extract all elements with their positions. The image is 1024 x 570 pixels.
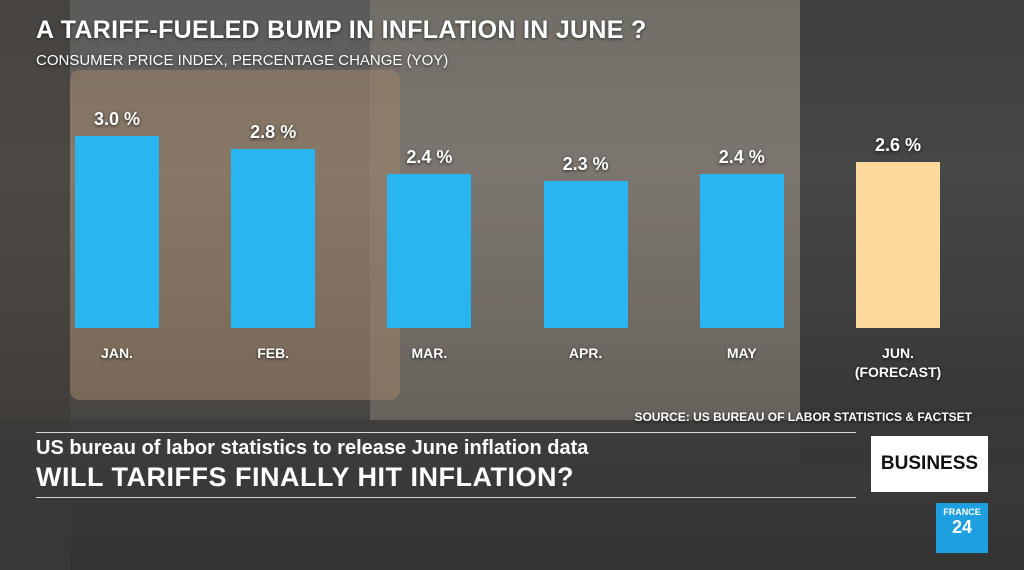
banner-rule	[36, 497, 856, 498]
category-label: APR.	[568, 345, 603, 361]
channel-logo: FRANCE 24	[936, 503, 988, 553]
headline: WILL TARIFFS FINALLY HIT INFLATION?	[36, 462, 574, 492]
bar	[231, 148, 316, 328]
logo-text: FRANCE	[943, 507, 981, 517]
value-label: 3.0 %	[93, 109, 141, 129]
bar	[75, 136, 159, 328]
bar	[856, 161, 940, 328]
logo-number: 24	[951, 517, 973, 537]
value-label: 2.6 %	[874, 134, 922, 155]
street	[0, 420, 1024, 570]
source: SOURCE: US BUREAU OF LABOR STATISTICS & …	[634, 410, 972, 424]
category-label: JUN. (FORECAST)	[854, 345, 942, 380]
value-label: 2.8 %	[250, 121, 297, 142]
category-label: MAY	[726, 345, 757, 361]
bar	[699, 174, 784, 328]
value-label: 2.4 %	[406, 147, 453, 168]
chart-subtitle: CONSUMER PRICE INDEX, PERCENTAGE CHANGE …	[36, 52, 449, 69]
category-label: FEB.	[257, 345, 290, 361]
category-label: MAR.	[411, 345, 448, 361]
banner-rule	[36, 432, 856, 433]
bar	[387, 174, 472, 328]
section-tag: BUSINESS	[871, 436, 988, 492]
chart-title: A TARIFF-FUELED BUMP IN INFLATION IN JUN…	[36, 16, 647, 44]
value-label: 2.3 %	[562, 153, 609, 174]
value-label: 2.4 %	[718, 147, 765, 168]
plot: 3.0 % JAN. 2.8 % FEB. 2.4 % MAR. 2.3 % APR. 2.4 …	[75, 109, 942, 380]
category-label: JAN.	[101, 345, 133, 361]
bar	[543, 180, 628, 328]
banner-line: US bureau of labor statistics to release…	[36, 437, 589, 459]
